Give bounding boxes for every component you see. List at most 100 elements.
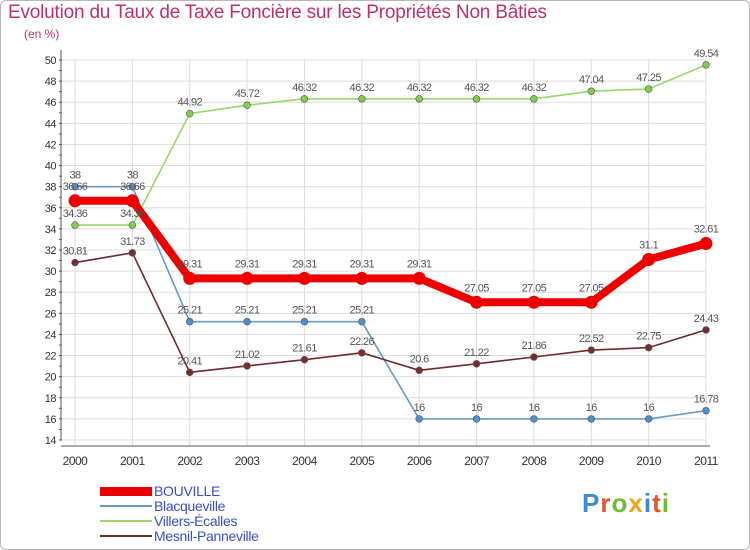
y-tick-label: 44	[45, 118, 57, 130]
data-point	[300, 355, 309, 364]
data-label: 22.52	[579, 333, 604, 345]
proxiti-logo: Proxiti	[582, 488, 670, 519]
data-point	[243, 317, 251, 326]
data-label: 25.21	[235, 305, 260, 317]
x-tick-label: 2009	[579, 454, 605, 468]
data-label: 46.32	[522, 82, 547, 94]
data-point	[530, 353, 538, 361]
x-tick-label: 2000	[63, 454, 89, 468]
data-point	[243, 362, 251, 370]
logo-letter: t	[652, 488, 662, 518]
y-tick-label: 30	[45, 266, 57, 278]
data-point	[415, 415, 423, 423]
data-label: 46.32	[350, 82, 375, 94]
series-line	[74, 64, 707, 226]
y-tick-label: 16	[45, 414, 57, 426]
series-layer	[68, 61, 713, 423]
data-point	[71, 182, 79, 191]
y-tick-label: 26	[45, 308, 57, 320]
x-tick-label: 2006	[407, 454, 433, 468]
data-point	[300, 95, 309, 103]
data-label: 29.31	[350, 258, 375, 270]
y-tick-label: 22	[45, 351, 57, 363]
data-label: 21.86	[522, 340, 547, 352]
data-point	[415, 366, 423, 375]
data-point	[240, 271, 254, 285]
x-tick-label: 2001	[120, 454, 146, 468]
data-point	[128, 182, 137, 191]
y-tick-label: 50	[45, 55, 57, 67]
data-label: 20.41	[177, 355, 202, 367]
data-label: 16	[586, 402, 598, 414]
logo-letter: o	[611, 488, 629, 518]
data-label: 49.54	[694, 48, 719, 60]
y-tick-label: 42	[45, 139, 57, 151]
data-label: 25.21	[350, 305, 375, 317]
data-label: 25.21	[177, 305, 202, 317]
data-point	[644, 343, 653, 352]
data-label: 25.21	[292, 305, 317, 317]
legend-label: BOUVILLE	[154, 483, 221, 499]
legend-label: Mesnil-Panneville	[154, 528, 259, 544]
data-label: 32.61	[694, 224, 719, 236]
data-point	[702, 61, 710, 69]
data-label: 38	[69, 170, 81, 182]
data-point	[358, 95, 366, 103]
data-label: 22.75	[636, 331, 661, 343]
data-label: 20.6	[410, 353, 429, 365]
x-tick-label: 2002	[177, 454, 203, 468]
y-tick-label: 38	[45, 182, 57, 194]
data-label: 29.31	[235, 258, 260, 270]
y-tick-label: 14	[45, 435, 57, 447]
data-point	[358, 349, 366, 357]
series-line	[74, 185, 707, 420]
data-label: 46.32	[464, 82, 489, 94]
data-point	[472, 95, 481, 103]
y-tick-label: 40	[45, 161, 57, 173]
data-label: 16	[643, 402, 655, 414]
data-point	[644, 415, 653, 423]
data-point	[243, 101, 251, 109]
data-point	[358, 317, 366, 326]
data-label: 30.81	[63, 246, 88, 258]
data-label: 34.36	[63, 208, 88, 220]
x-tick-label: 2003	[235, 454, 261, 468]
data-label: 46.32	[407, 82, 432, 94]
y-axis-unit-label: (en %)	[24, 27, 60, 41]
series-blacqueville	[71, 182, 710, 423]
data-label: 27.05	[579, 282, 604, 294]
data-point	[472, 415, 481, 423]
y-tick-label: 32	[45, 245, 57, 257]
data-point	[587, 415, 595, 423]
data-point	[702, 406, 710, 415]
data-point	[297, 271, 311, 285]
x-tick-label: 2007	[464, 454, 490, 468]
logo-letter: r	[600, 488, 612, 518]
data-label: 27.05	[464, 282, 489, 294]
data-point	[699, 237, 713, 251]
series-line	[71, 196, 710, 307]
series-villers-calles	[71, 61, 710, 229]
series-line	[74, 252, 707, 374]
y-tick-label: 28	[45, 287, 57, 299]
data-point	[587, 346, 595, 354]
data-point	[470, 295, 484, 309]
data-point	[412, 271, 426, 285]
y-tick-label: 20	[45, 372, 57, 384]
series-bouville	[68, 194, 713, 309]
data-label: 46.32	[292, 82, 317, 94]
logo-letter: i	[643, 488, 653, 518]
data-label-layer: 38 38 25.21 25.21 25.21 25.21 16 16 16 16 16 16.78 3…	[63, 48, 720, 414]
data-label: 24.43	[694, 313, 719, 325]
data-point	[530, 415, 538, 423]
data-point	[472, 360, 481, 368]
data-point	[186, 368, 194, 377]
data-label: 21.02	[235, 349, 260, 361]
legend-swatch	[100, 535, 152, 537]
data-label: 16	[471, 402, 483, 414]
y-tick-label: 48	[45, 76, 57, 88]
legend-swatch	[100, 520, 152, 522]
data-point	[702, 326, 710, 334]
data-point	[71, 258, 79, 267]
